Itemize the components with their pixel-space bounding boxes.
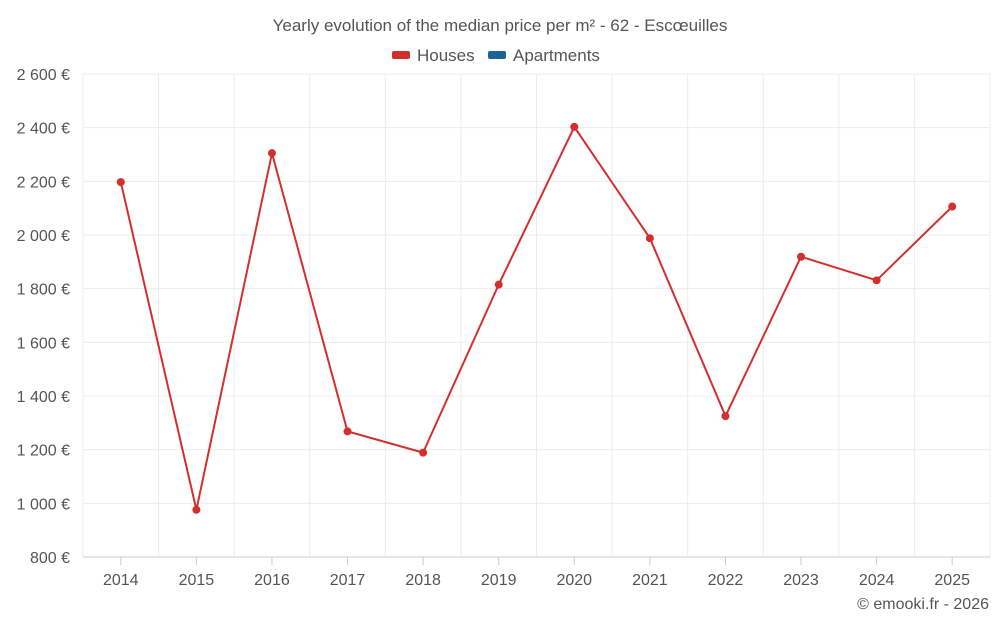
y-tick-label: 2 200 € [17, 174, 70, 191]
data-point-houses-2024[interactable] [872, 276, 881, 285]
x-tick-label: 2025 [934, 572, 970, 589]
x-tick-label: 2017 [330, 572, 366, 589]
legend-item-houses[interactable]: Houses [392, 46, 475, 65]
series-houses [116, 122, 957, 514]
legend-swatch-apartments [488, 51, 506, 59]
x-tick-label: 2016 [254, 572, 290, 589]
series-line-houses [119, 125, 953, 511]
x-tick-label: 2024 [859, 572, 895, 589]
data-point-houses-2015[interactable] [192, 505, 201, 514]
data-point-houses-2022[interactable] [721, 412, 730, 421]
chart-title: Yearly evolution of the median price per… [273, 16, 728, 35]
y-tick-label: 1 200 € [17, 443, 70, 460]
x-tick-label: 2015 [179, 572, 215, 589]
x-tick-label: 2021 [632, 572, 668, 589]
y-tick-label: 1 800 € [17, 282, 70, 299]
y-tick-label: 1 400 € [17, 389, 70, 406]
data-point-houses-2023[interactable] [797, 252, 806, 261]
y-tick-label: 800 € [30, 550, 70, 567]
data-point-houses-2020[interactable] [570, 122, 579, 131]
legend-label-houses: Houses [417, 46, 475, 65]
legend-label-apartments: Apartments [513, 46, 600, 65]
y-tick-label: 1 000 € [17, 496, 70, 513]
x-tick-label: 2019 [481, 572, 517, 589]
y-tick-label: 2 000 € [17, 228, 70, 245]
y-tick-label: 1 600 € [17, 335, 70, 352]
y-axis-ticks: 800 € 1 000 € 1 200 € 1 400 € 1 600 € 1 800 €… [17, 67, 70, 567]
y-tick-label: 2 600 € [17, 67, 70, 84]
data-point-houses-2017[interactable] [343, 427, 352, 436]
legend-swatch-houses [392, 51, 410, 59]
data-point-houses-2019[interactable] [494, 280, 503, 289]
data-point-houses-2014[interactable] [116, 178, 125, 187]
credit-text: © emooki.fr - 2026 [857, 596, 989, 613]
x-tick-label: 2014 [103, 572, 139, 589]
x-tick-label: 2022 [708, 572, 744, 589]
x-tick-label: 2018 [405, 572, 441, 589]
x-axis-ticks: 2014 2015 2016 2017 2018 2019 2020 2021 2022 2023… [103, 557, 970, 589]
y-tick-label: 2 400 € [17, 121, 70, 138]
x-tick-label: 2023 [783, 572, 819, 589]
data-point-houses-2016[interactable] [267, 149, 276, 158]
grid [82, 73, 991, 558]
legend-item-apartments[interactable]: Apartments [488, 46, 600, 65]
legend: Houses Apartments [392, 46, 600, 65]
data-point-houses-2018[interactable] [419, 448, 428, 457]
data-point-houses-2025[interactable] [948, 202, 957, 211]
x-tick-label: 2020 [556, 572, 592, 589]
data-point-houses-2021[interactable] [645, 234, 654, 243]
